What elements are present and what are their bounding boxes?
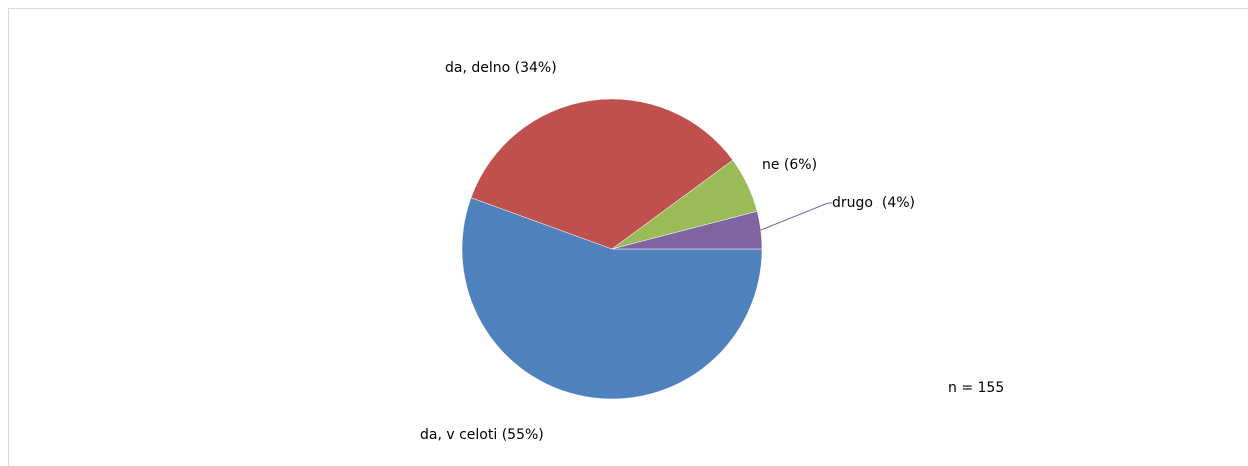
slice-label: da, v celoti (55%) xyxy=(420,427,544,443)
slice-label: drugo (4%) xyxy=(832,195,915,211)
leader-line xyxy=(760,202,832,231)
slice-label: da, delno (34%) xyxy=(445,60,557,76)
slice-label: ne (6%) xyxy=(762,157,817,173)
pie-slice xyxy=(470,98,734,250)
annotation: n = 155 xyxy=(948,380,1004,396)
pie-slice xyxy=(461,197,763,400)
pie-slice xyxy=(611,211,763,250)
